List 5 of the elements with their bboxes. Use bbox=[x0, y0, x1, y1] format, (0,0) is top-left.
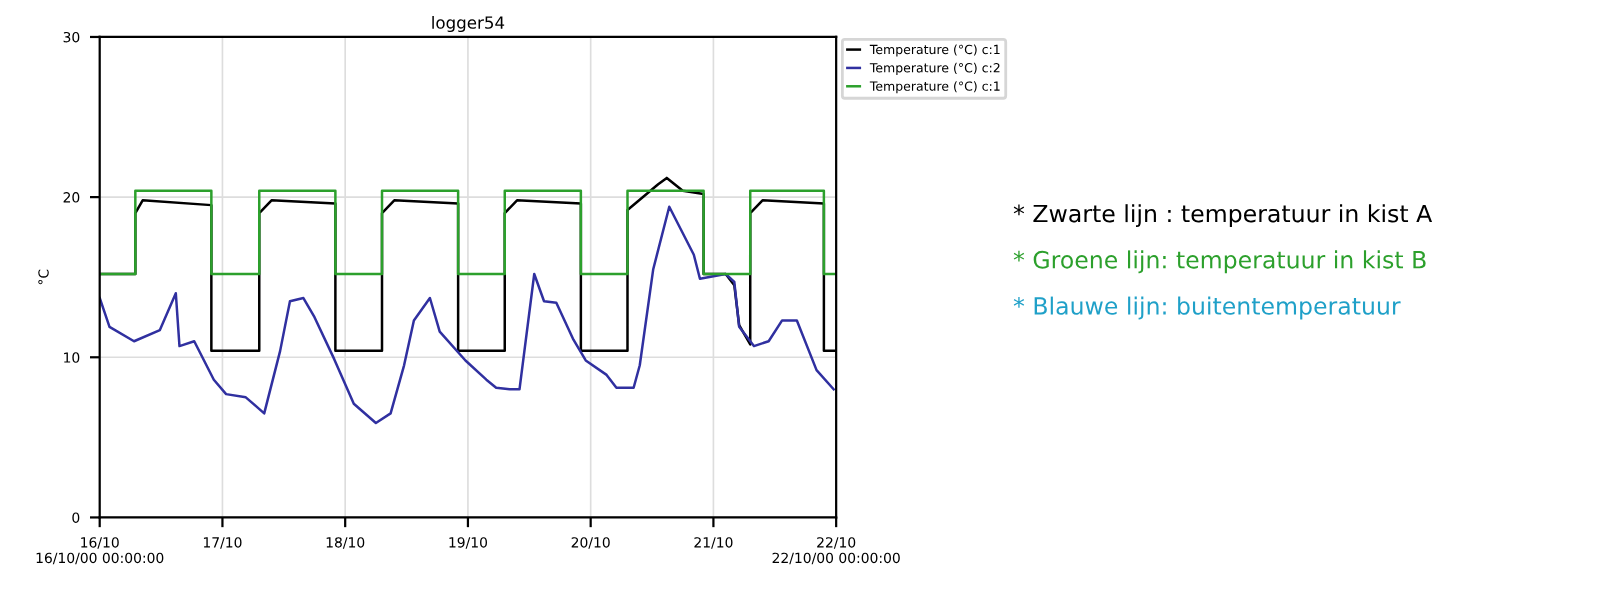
line-series bbox=[99, 205, 835, 425]
text: * Zwarte lijn : temperatuur in kist A bbox=[1013, 204, 1433, 228]
text: * Blauwe lijn: buitentemperatuur bbox=[1013, 296, 1401, 320]
chart-title: logger54 bbox=[432, 15, 505, 33]
text: * Groene lijn: temperatuur in kist B bbox=[1013, 250, 1426, 274]
